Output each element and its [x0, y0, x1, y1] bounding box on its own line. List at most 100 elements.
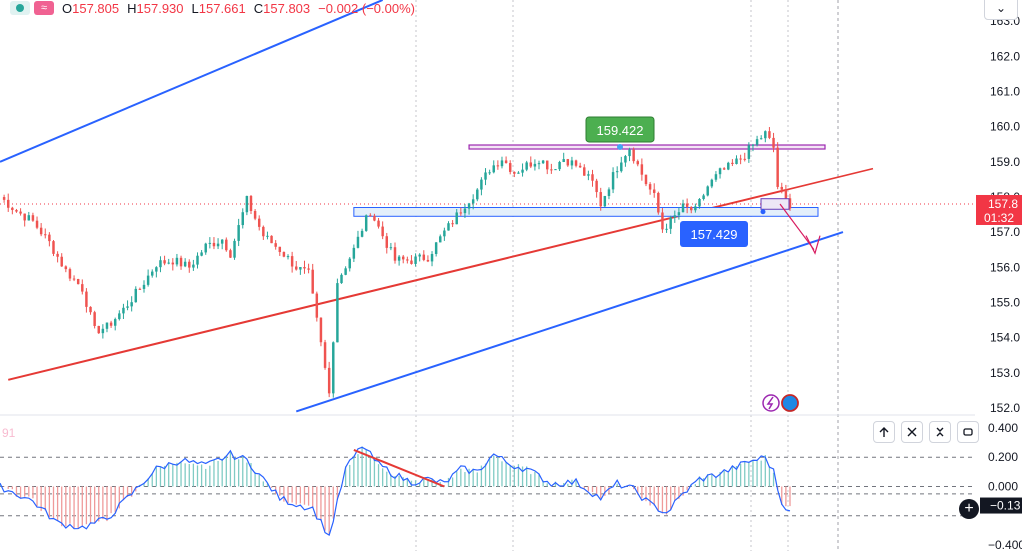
maximize-pane-button[interactable]	[957, 421, 979, 443]
candle-body	[216, 243, 220, 247]
candle-body	[52, 241, 55, 254]
candle-body	[93, 312, 96, 326]
support-zone-layer	[353, 144, 826, 217]
candle-body	[685, 203, 689, 207]
candle-body	[6, 199, 10, 208]
candle-body	[286, 256, 290, 258]
candle-body	[348, 258, 351, 269]
candle-body	[690, 206, 693, 211]
candle-body	[698, 199, 701, 207]
candle-body	[44, 234, 47, 236]
change-value: −0.002 (−0.00%)	[318, 0, 415, 16]
candle-body	[389, 247, 393, 249]
candle-body	[764, 131, 767, 139]
grid-lines	[0, 0, 975, 551]
candle-body	[266, 235, 269, 237]
high-value: 157.930	[136, 0, 184, 16]
candle-body	[225, 239, 228, 251]
annotation-labels: 159.422 157.429	[585, 116, 821, 412]
candle-body	[496, 165, 500, 167]
support-price-anchor	[760, 209, 766, 215]
candle-body	[101, 328, 105, 334]
price-axis-background	[975, 0, 1022, 551]
price-axis-tick: 156.0	[990, 260, 1020, 274]
candle-body	[591, 174, 594, 181]
candle-body	[599, 192, 602, 207]
candle-body	[249, 195, 253, 211]
trendline-red	[7, 188, 787, 381]
candle-body	[706, 186, 709, 196]
candle-body	[270, 235, 273, 244]
candle-body	[673, 215, 677, 218]
candle-body	[422, 254, 426, 260]
candle-body	[566, 159, 570, 166]
candle-body	[554, 169, 557, 171]
candle-body	[171, 262, 175, 265]
candle-body	[661, 212, 664, 230]
candle-body	[163, 260, 166, 264]
candle-body	[722, 168, 726, 170]
candle-body	[245, 195, 249, 213]
candle-body	[665, 228, 668, 230]
chart-settings-dropdown[interactable]: ⌄	[984, 0, 1018, 20]
low-key: L	[191, 0, 199, 16]
candle-body	[430, 253, 434, 262]
oscillator-value-text: −0.13	[990, 499, 1021, 513]
candle-body	[714, 174, 718, 180]
oscillator-line	[0, 446, 791, 536]
candle-body	[319, 317, 323, 343]
candle-body	[385, 236, 389, 248]
candle-body	[624, 156, 627, 163]
candle-body	[327, 367, 331, 394]
candle-body	[648, 184, 652, 190]
high-price-anchor	[617, 143, 623, 150]
candle-body	[780, 186, 784, 190]
price-axis-tick: 153.0	[990, 366, 1020, 380]
candle-body	[15, 210, 18, 212]
candle-body	[677, 212, 681, 216]
price-axis-tick: 162.0	[990, 49, 1020, 63]
candle-body	[229, 250, 232, 258]
projection-arrow-head	[805, 235, 821, 255]
oscillator-axis-tick: 0.400	[988, 421, 1018, 435]
move-pane-up-button[interactable]	[873, 421, 895, 443]
collapse-pane-button[interactable]	[929, 421, 951, 443]
candle-body	[550, 169, 553, 171]
candle-body	[2, 197, 6, 200]
candle-body	[241, 212, 244, 226]
candle-body	[480, 179, 483, 190]
trendline-blue	[0, 0, 384, 163]
candle-body	[278, 246, 282, 253]
candle-body	[508, 163, 512, 172]
legend-dot-icon[interactable]	[10, 1, 30, 15]
candle-body	[85, 291, 88, 307]
remove-pane-button[interactable]	[901, 421, 923, 443]
candle-body	[628, 149, 631, 157]
candle-body	[739, 158, 742, 160]
ohlc-legend: ≈ O 157.805 H 157.930 L 157.661 C 157.803 −0…	[10, 0, 415, 16]
trendlines	[0, 0, 874, 413]
candle-body	[529, 162, 533, 167]
candle-body	[517, 172, 520, 174]
candle-body	[669, 217, 672, 229]
candle-body	[315, 293, 319, 318]
candle-body	[467, 203, 471, 209]
candle-body	[788, 198, 792, 209]
candle-body	[60, 256, 63, 267]
candle-body	[459, 212, 463, 214]
high-price-label	[585, 116, 655, 143]
candle-body	[784, 189, 788, 199]
candle-body	[434, 242, 438, 254]
price-axis-tick: 161.0	[990, 84, 1020, 98]
add-indicator-button[interactable]: +	[959, 499, 979, 519]
candle-body	[558, 161, 561, 170]
indicator-wave-icon[interactable]: ≈	[34, 1, 54, 15]
candle-body	[751, 144, 755, 146]
restore-icon	[963, 428, 973, 436]
oscillator-divergence-line	[353, 448, 445, 488]
candle-body	[583, 167, 586, 176]
projection-box	[760, 198, 790, 210]
price-axis-tick: 157.0	[990, 225, 1020, 239]
